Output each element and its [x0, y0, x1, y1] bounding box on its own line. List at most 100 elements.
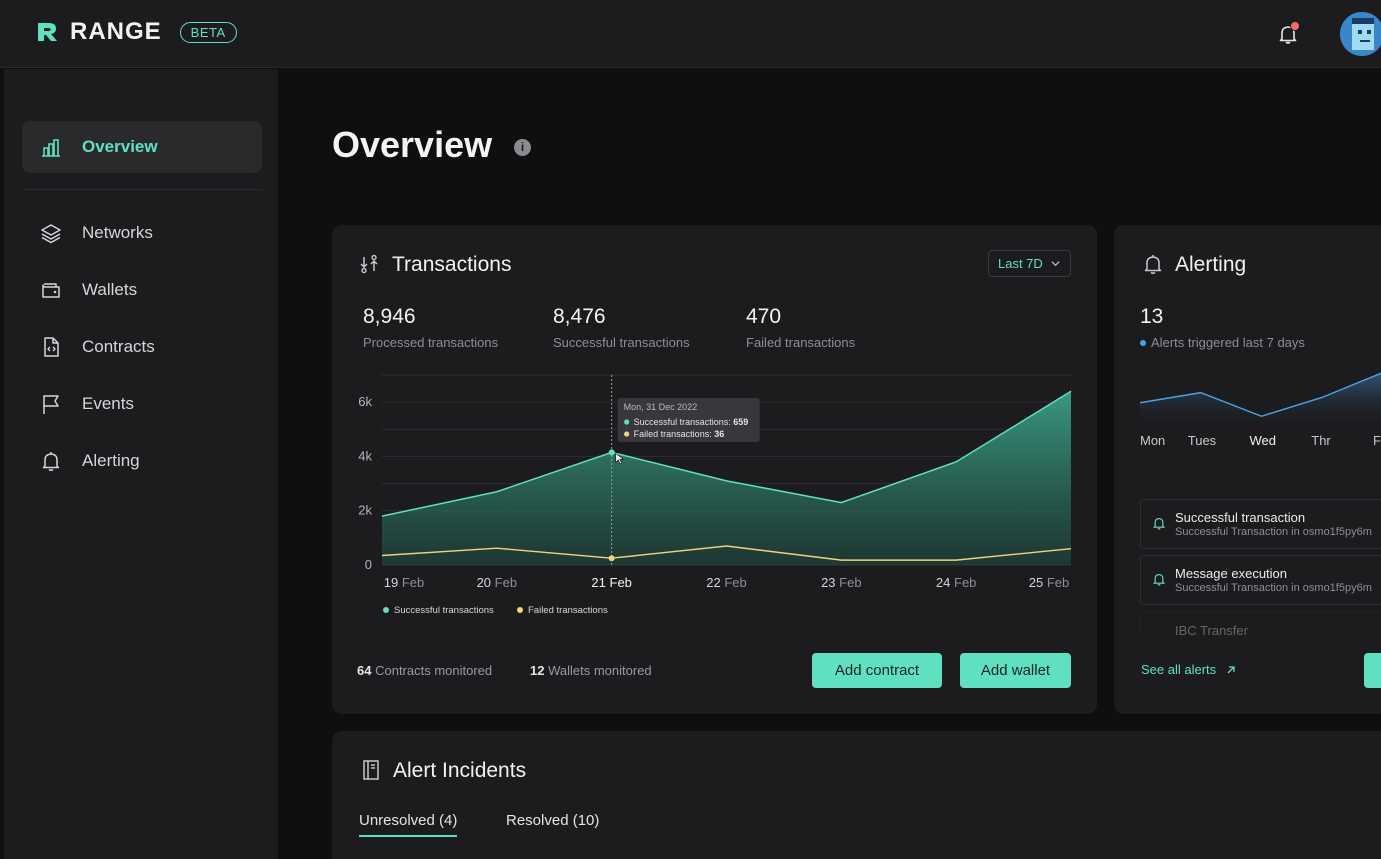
sidebar-item-alerting[interactable]: Alerting	[22, 435, 262, 487]
sidebar-item-overview[interactable]: Overview	[22, 121, 262, 173]
sidebar-item-label: Networks	[82, 223, 153, 242]
tooltip-failed: Failed transactions: 36	[634, 429, 725, 439]
alerting-trend-chart: Mon Tues Wed Thr Fri	[1140, 372, 1381, 448]
day-label: Thr	[1311, 433, 1331, 448]
x-tick-label: 22 Feb	[706, 575, 746, 590]
failed-line	[381, 545, 1072, 561]
stat-value: 8,946	[363, 305, 416, 328]
tooltip-successful: Successful transactions: 659	[634, 417, 749, 427]
sidebar-item-label: Wallets	[82, 280, 138, 299]
sidebar-item-label: Alerting	[82, 451, 140, 470]
tooltip-box	[617, 398, 760, 442]
see-all-alerts-link[interactable]: See all alerts	[1141, 662, 1237, 677]
alerts-count: 13	[1140, 305, 1164, 328]
layers-icon	[40, 222, 62, 244]
alert-trend-area	[1140, 373, 1381, 423]
bell-icon	[1152, 517, 1166, 530]
legend-dot-failed	[517, 607, 523, 613]
info-icon[interactable]: i	[514, 139, 531, 156]
stat-value: 8,476	[553, 305, 606, 328]
alert-item-faded[interactable]: IBC Transfer	[1140, 611, 1381, 637]
sidebar-item-networks[interactable]: Networks	[22, 207, 262, 259]
logo[interactable]: RANGE BETA	[36, 18, 237, 46]
brand-name: RANGE	[70, 18, 162, 45]
stat-successful: 8,476 Successful transactions	[553, 305, 690, 350]
tooltip-date: Mon, 31 Dec 2022	[624, 402, 698, 412]
contract-icon	[40, 336, 62, 358]
alert-item[interactable]: Successful transaction Successful Transa…	[1140, 499, 1381, 549]
chart-tooltip: Mon, 31 Dec 2022 Successful transactions:…	[617, 398, 760, 442]
alerting-card: Alerting 13 Alerts triggered last 7 days…	[1114, 225, 1381, 714]
tab-unresolved[interactable]: Unresolved (4)	[359, 812, 458, 837]
sidebar: Overview Networks Wallets Contracts Even…	[4, 69, 278, 859]
alerting-action-button[interactable]	[1364, 653, 1381, 688]
failed-point	[608, 555, 615, 562]
sidebar-item-label: Contracts	[82, 337, 155, 356]
sidebar-item-contracts[interactable]: Contracts	[22, 321, 262, 373]
successful-area	[382, 391, 1071, 565]
top-bar: RANGE BETA	[0, 0, 1381, 68]
x-tick-label: 24 Feb	[936, 575, 976, 590]
alert-trend-line	[1140, 372, 1381, 417]
x-tick-label: 19 Feb	[384, 575, 424, 590]
avatar[interactable]	[1340, 12, 1381, 56]
alert-item-title: Message execution	[1175, 566, 1288, 581]
sidebar-divider	[22, 189, 262, 190]
day-label: Tues	[1188, 433, 1217, 448]
alerts-count-caption: Alerts triggered last 7 days	[1140, 335, 1305, 350]
bell-icon	[1144, 255, 1162, 274]
x-tick-label: 25 Feb	[1029, 575, 1069, 590]
transfer-arrows-icon	[360, 254, 378, 274]
contracts-count: 64	[357, 663, 372, 678]
stat-failed: 470 Failed transactions	[746, 305, 855, 350]
bell-icon	[1152, 573, 1166, 586]
successful-point	[608, 449, 615, 456]
tab-resolved[interactable]: Resolved (10)	[506, 812, 600, 829]
alerting-title: Alerting	[1175, 253, 1247, 276]
wallets-monitored: 12 Wallets monitored	[530, 663, 652, 678]
day-label: Fri	[1373, 433, 1381, 448]
stat-label: Processed transactions	[363, 335, 499, 350]
chevron-down-icon	[1051, 261, 1060, 267]
alerts-count-label: Alerts triggered last 7 days	[1151, 335, 1305, 350]
alert-item-title: IBC Transfer	[1175, 623, 1248, 637]
add-contract-button[interactable]: Add contract	[812, 653, 942, 688]
avatar-pixel-icon	[1340, 12, 1381, 56]
transactions-card: Transactions Last 7D 8,946 Processed tra…	[332, 225, 1097, 714]
x-tick-label: 21 Feb	[591, 575, 631, 590]
alert-incidents-card: Alert Incidents Unresolved (4) Resolved …	[332, 731, 1381, 859]
notification-dot	[1290, 21, 1300, 31]
day-label: Wed	[1250, 433, 1277, 448]
alert-item-title: Successful transaction	[1175, 510, 1306, 525]
contracts-label: Contracts monitored	[375, 663, 493, 678]
legend-label-successful: Successful transactions	[394, 605, 494, 616]
add-wallet-button[interactable]: Add wallet	[960, 653, 1071, 688]
stat-label: Failed transactions	[746, 335, 856, 350]
alert-item-subtitle: Successful Transaction in osmo1f5py6m	[1175, 582, 1372, 594]
y-tick-label: 4k	[358, 448, 372, 463]
page-title: Overview	[332, 124, 493, 165]
range-logo-icon	[38, 23, 57, 41]
tooltip-dot-successful	[624, 419, 630, 425]
flag-icon	[40, 393, 62, 415]
sidebar-item-label: Events	[82, 394, 134, 413]
stat-value: 470	[746, 305, 782, 328]
day-label: Mon	[1140, 433, 1165, 448]
beta-badge: BETA	[179, 21, 237, 43]
x-tick-label: 23 Feb	[821, 575, 861, 590]
y-tick-label: 0	[365, 557, 372, 572]
incidents-title: Alert Incidents	[393, 759, 527, 782]
transactions-chart[interactable]: 0 2k 4k 6k 19 Feb 20 Feb 21 Feb 22 Feb 23 Feb 24 …	[342, 365, 1087, 625]
notification-bell-icon[interactable]	[1276, 22, 1300, 46]
see-all-alerts-label: See all alerts	[1141, 662, 1217, 677]
wallet-icon	[40, 279, 62, 301]
alert-item[interactable]: Message execution Successful Transaction…	[1140, 555, 1381, 605]
sidebar-item-events[interactable]: Events	[22, 378, 262, 430]
wallets-label: Wallets monitored	[548, 663, 652, 678]
alert-item-subtitle: Successful Transaction in osmo1f5py6m	[1175, 526, 1372, 538]
mouse-cursor-icon	[615, 452, 625, 465]
contracts-monitored: 64 Contracts monitored	[357, 663, 492, 678]
successful-line	[381, 390, 1072, 517]
sidebar-item-wallets[interactable]: Wallets	[22, 264, 262, 316]
time-range-select[interactable]: Last 7D	[988, 250, 1071, 277]
